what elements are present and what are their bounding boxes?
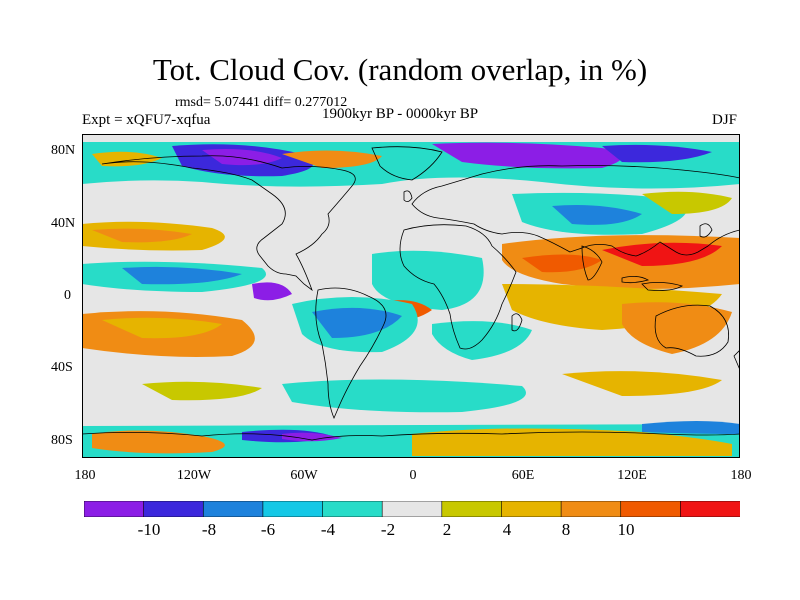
anomaly-patch (432, 142, 622, 169)
colorbar-label: 10 (617, 520, 635, 539)
colorbar-segment (501, 501, 562, 517)
anomaly-field (82, 142, 740, 458)
lat-tick-label: 40S (51, 360, 73, 375)
coastline-madagascar (511, 313, 523, 332)
coastline-australia (654, 304, 729, 357)
colorbar-label: 2 (442, 520, 452, 539)
lon-tick-label: 120E (617, 468, 647, 483)
colorbar-label: -2 (380, 520, 396, 539)
colorbar-segment (84, 501, 145, 517)
season-label: DJF (712, 112, 738, 128)
colorbar-segment (322, 501, 383, 517)
coastline-north-america (101, 155, 356, 292)
colorbar-segment (143, 501, 204, 517)
colorbar-label: 8 (561, 520, 571, 539)
anomaly-patch (122, 266, 242, 285)
anomaly-patch (562, 371, 722, 396)
coastline-eurasia (411, 165, 740, 257)
colorbar-segment (381, 501, 443, 517)
colorbar-label: -8 (201, 520, 217, 539)
lon-tick-label: 60E (511, 468, 535, 483)
anomaly-patch (412, 428, 732, 456)
anomaly-patch (642, 191, 732, 214)
colorbar-segment (560, 501, 622, 517)
stats-text: rmsd= 5.07441 diff= 0.277012 (175, 95, 348, 110)
anomaly-patch (92, 430, 225, 454)
lon-tick-label: 120W (176, 468, 212, 483)
colorbar-segment (441, 501, 503, 517)
lat-tick-label: 80S (51, 433, 73, 448)
colorbar-segment (262, 501, 324, 517)
colorbar-label: -6 (260, 520, 276, 539)
coastline-antarctica (82, 431, 740, 441)
lat-tick-label: 80N (51, 143, 76, 158)
coastline-greenland (371, 146, 443, 181)
coastline-uk (403, 190, 413, 202)
anomaly-map (82, 134, 740, 458)
anomaly-patch (282, 432, 342, 442)
colorbar-label: -4 (320, 520, 336, 539)
anomaly-patch (602, 242, 722, 266)
anomaly-patch (282, 379, 526, 413)
coastline-indonesia (621, 276, 683, 291)
lon-tick-label: 0 (409, 468, 417, 483)
anomaly-patch (372, 250, 484, 310)
colorbar-segment (680, 501, 740, 517)
anomaly-patch (622, 302, 732, 354)
anomaly-patch (282, 150, 382, 168)
coastline-africa (399, 224, 517, 350)
lon-tick-label: 180 (74, 468, 96, 483)
lat-tick-label: 0 (64, 288, 71, 303)
anomaly-patch (602, 144, 712, 163)
anomaly-patch (102, 317, 222, 339)
anomaly-patch (312, 307, 402, 338)
coastline-india (581, 245, 603, 281)
coastlines (82, 146, 740, 441)
lon-tick-label: 60W (290, 468, 318, 483)
anomaly-patch (142, 381, 262, 401)
period-label: 1900kyr BP - 0000kyr BP (322, 106, 479, 122)
coastline-new-zealand (733, 349, 740, 371)
anomaly-patch (202, 149, 282, 166)
coastline-south-america (315, 287, 387, 420)
map-border (82, 134, 740, 458)
experiment-label: Expt = xQFU7-xqfua (82, 112, 211, 128)
anomaly-patch (252, 282, 292, 301)
lon-tick-label: 180 (730, 468, 752, 483)
colorbar-label: -10 (137, 520, 161, 539)
anomaly-patch (642, 421, 740, 434)
map-title: Tot. Cloud Cov. (random overlap, in %) (152, 52, 648, 87)
anomaly-patch (92, 228, 192, 243)
anomaly-patch (552, 205, 642, 225)
coastline-japan (699, 223, 713, 238)
anomaly-patch (522, 254, 602, 273)
lat-tick-label: 40N (51, 216, 76, 231)
colorbar-label: 4 (502, 520, 512, 539)
colorbar-segment (620, 501, 681, 517)
colorbar (84, 501, 740, 517)
colorbar-segment (202, 501, 264, 517)
